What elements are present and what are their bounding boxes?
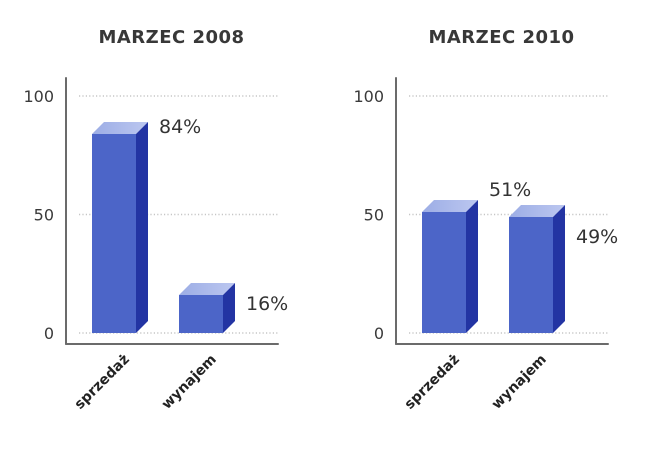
bar-side-wynajem [553, 205, 565, 333]
chart-title-2008: MARZEC 2008 [98, 27, 245, 48]
y-tick-label-50: 50 [34, 206, 54, 225]
value-label-sprzedaż: 51% [489, 179, 531, 201]
category-label-sprzedaż: sprzedaż [402, 352, 463, 413]
category-label-wynajem: wynajem [159, 352, 220, 413]
bar-front-wynajem [179, 295, 223, 333]
bar-front-sprzedaż [92, 134, 136, 333]
value-label-wynajem: 16% [246, 293, 288, 315]
y-tick-label-100: 100 [23, 87, 54, 106]
chart-marzec-2008: MARZEC 2008 100 50 0 84% sprzedaż 16% wynajem [0, 0, 325, 449]
y-tick-label-0: 0 [374, 324, 384, 343]
y-tick-label-100: 100 [353, 87, 384, 106]
chart-title-2010: MARZEC 2010 [428, 27, 575, 48]
bar-top-sprzedaż [92, 122, 148, 134]
bar-top-sprzedaż [422, 200, 478, 212]
bar-chart-plot-2010: 100 50 0 51% sprzedaż 49% wynajem [353, 77, 618, 413]
bar-top-wynajem [509, 205, 565, 217]
value-label-sprzedaż: 84% [159, 116, 201, 138]
bar-top-wynajem [179, 283, 235, 295]
bar-front-sprzedaż [422, 212, 466, 333]
chart-marzec-2010: MARZEC 2010 100 50 0 51% sprzedaż 49% wynajem [330, 0, 651, 449]
value-label-wynajem: 49% [576, 226, 618, 248]
bar-chart-plot-2008: 100 50 0 84% sprzedaż 16% wynajem [23, 77, 288, 413]
y-tick-label-50: 50 [364, 206, 384, 225]
bar-side-wynajem [223, 283, 235, 333]
y-tick-label-0: 0 [44, 324, 54, 343]
category-label-wynajem: wynajem [489, 352, 550, 413]
bar-side-sprzedaż [136, 122, 148, 333]
bar-front-wynajem [509, 217, 553, 333]
bar-side-sprzedaż [466, 200, 478, 333]
category-label-sprzedaż: sprzedaż [72, 352, 133, 413]
